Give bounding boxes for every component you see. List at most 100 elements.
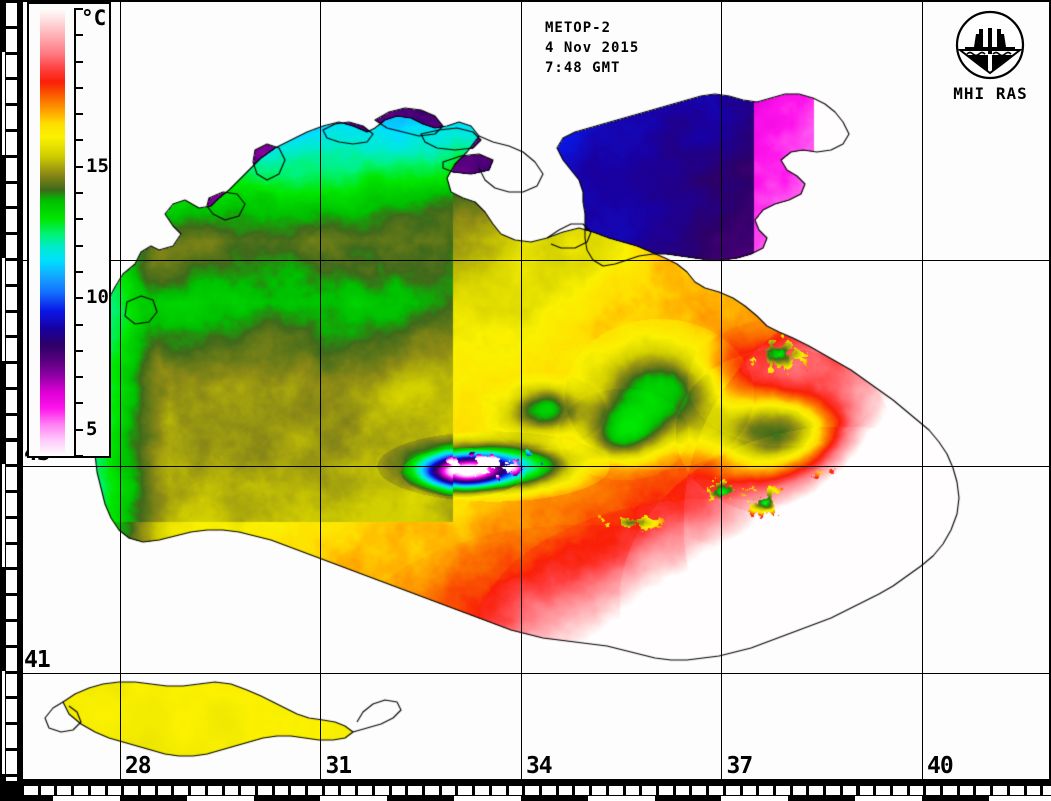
- colorbar-tick: [76, 297, 83, 300]
- border-graduation-cell: [5, 388, 18, 414]
- longitude-tick-label: 31: [325, 753, 352, 779]
- institute-logo: MHI RAS: [938, 8, 1043, 104]
- border-graduation-cell: [5, 698, 18, 724]
- sst-raster-canvas: [23, 2, 1049, 781]
- border-graduation-cell: [89, 785, 106, 796]
- institute-name: MHI RAS: [953, 84, 1028, 103]
- colorbar-tick: [76, 376, 83, 379]
- border-graduation-cell: [206, 785, 223, 796]
- colorbar-tick: [76, 165, 83, 168]
- border-graduation-cell: [808, 785, 825, 796]
- border-graduation-cell: [624, 785, 641, 796]
- mhi-ras-wave-logo-icon: [955, 10, 1025, 80]
- border-graduation-cell: [992, 785, 1008, 796]
- longitude-tick-label: 40: [927, 753, 954, 779]
- border-graduation-cell: [557, 785, 574, 796]
- border-graduation-cell: [5, 492, 18, 517]
- colorbar-tick: [76, 428, 83, 431]
- border-graduation-cell: [5, 79, 18, 105]
- scene-date: 4 Nov 2015: [545, 40, 640, 56]
- border-degree-band: [988, 796, 1051, 801]
- colorbar-tick-label: 5: [86, 417, 98, 440]
- longitude-tick-label: 37: [726, 753, 753, 779]
- grid-parallel: [23, 260, 1049, 261]
- border-graduation-cell: [1042, 785, 1051, 796]
- grid-meridian: [521, 2, 522, 781]
- colorbar-gradient: [40, 8, 65, 456]
- border-graduation-cell: [875, 785, 891, 796]
- grid-parallel: [23, 466, 1049, 467]
- border-graduation-cell: [774, 785, 791, 796]
- border-graduation-cell: [223, 785, 240, 796]
- border-degree-band: [2, 670, 5, 774]
- border-graduation-cell: [5, 53, 18, 79]
- border-graduation-cell: [5, 337, 18, 363]
- border-graduation-cell: [5, 672, 18, 698]
- grid-meridian: [320, 2, 321, 781]
- colorbar-tick: [76, 402, 83, 405]
- border-graduation-cell: [841, 785, 858, 796]
- colorbar-tick: [76, 270, 83, 273]
- border-graduation-cell: [390, 785, 407, 796]
- border-graduation-cell: [524, 785, 540, 796]
- border-graduation-cell: [307, 785, 323, 796]
- border-graduation-cell: [958, 785, 975, 796]
- border-graduation-cell: [975, 785, 992, 796]
- border-graduation-cell: [607, 785, 624, 796]
- border-graduation-cell: [73, 785, 89, 796]
- border-graduation-cell: [591, 785, 607, 796]
- border-graduation-cell: [407, 785, 424, 796]
- border-graduation-cell: [323, 785, 340, 796]
- border-graduation-cell: [641, 785, 657, 796]
- scene-annotation: METOP-2 4 Nov 2015 7:48 GMT: [545, 18, 639, 78]
- border-graduation-cell: [5, 2, 18, 27]
- grid-meridian: [721, 2, 722, 781]
- border-degree-band: [721, 796, 789, 801]
- border-graduation-cell: [5, 363, 18, 388]
- grid-parallel: [23, 673, 1049, 674]
- border-graduation-cell: [5, 517, 18, 543]
- colorbar-tick: [76, 60, 83, 63]
- border-graduation-cell: [440, 785, 457, 796]
- border-graduation-cell: [574, 785, 591, 796]
- border-degree-band: [2, 257, 5, 362]
- border-graduation-cell: [273, 785, 290, 796]
- border-graduation-cell: [5, 234, 18, 259]
- border-graduation-cell: [691, 785, 708, 796]
- border-degree-band: [855, 796, 922, 801]
- longitude-tick-label: 28: [124, 753, 152, 779]
- border-graduation-cell: [925, 785, 942, 796]
- border-graduation-cell: [5, 285, 18, 311]
- map-inner-frame: [21, 0, 1051, 781]
- border-graduation-cell: [23, 785, 39, 796]
- border-graduation-cell: [5, 156, 18, 182]
- longitude-tick-label: 34: [525, 753, 553, 779]
- border-graduation-cell: [373, 785, 390, 796]
- colorbar-tick: [76, 86, 83, 89]
- border-degree-band: [53, 796, 120, 801]
- border-graduation-cell: [5, 750, 18, 775]
- border-graduation-cell: [1025, 785, 1042, 796]
- border-graduation-cell: [156, 785, 173, 796]
- border-graduation-cell: [657, 785, 674, 796]
- border-graduation-cell: [708, 785, 724, 796]
- border-graduation-cell: [5, 130, 18, 156]
- border-graduation-cell: [5, 646, 18, 672]
- colorbar-tick: [76, 113, 83, 116]
- colorbar-axis: 15 10 5: [74, 8, 109, 457]
- colorbar-tick: [76, 192, 83, 195]
- border-graduation-cell: [758, 785, 774, 796]
- border-degree-band: [2, 464, 5, 568]
- border-graduation-cell: [5, 105, 18, 130]
- border-graduation-cell: [290, 785, 307, 796]
- colorbar-tick: [76, 139, 83, 142]
- border-graduation-cell: [5, 569, 18, 595]
- grid-meridian: [120, 2, 121, 781]
- colorbar-tick: [76, 349, 83, 352]
- border-degree-band: [587, 796, 655, 801]
- border-graduation-cell: [541, 785, 557, 796]
- border-graduation-cell: [5, 543, 18, 569]
- colorbar-tick: [76, 323, 83, 326]
- border-graduation-cell: [741, 785, 758, 796]
